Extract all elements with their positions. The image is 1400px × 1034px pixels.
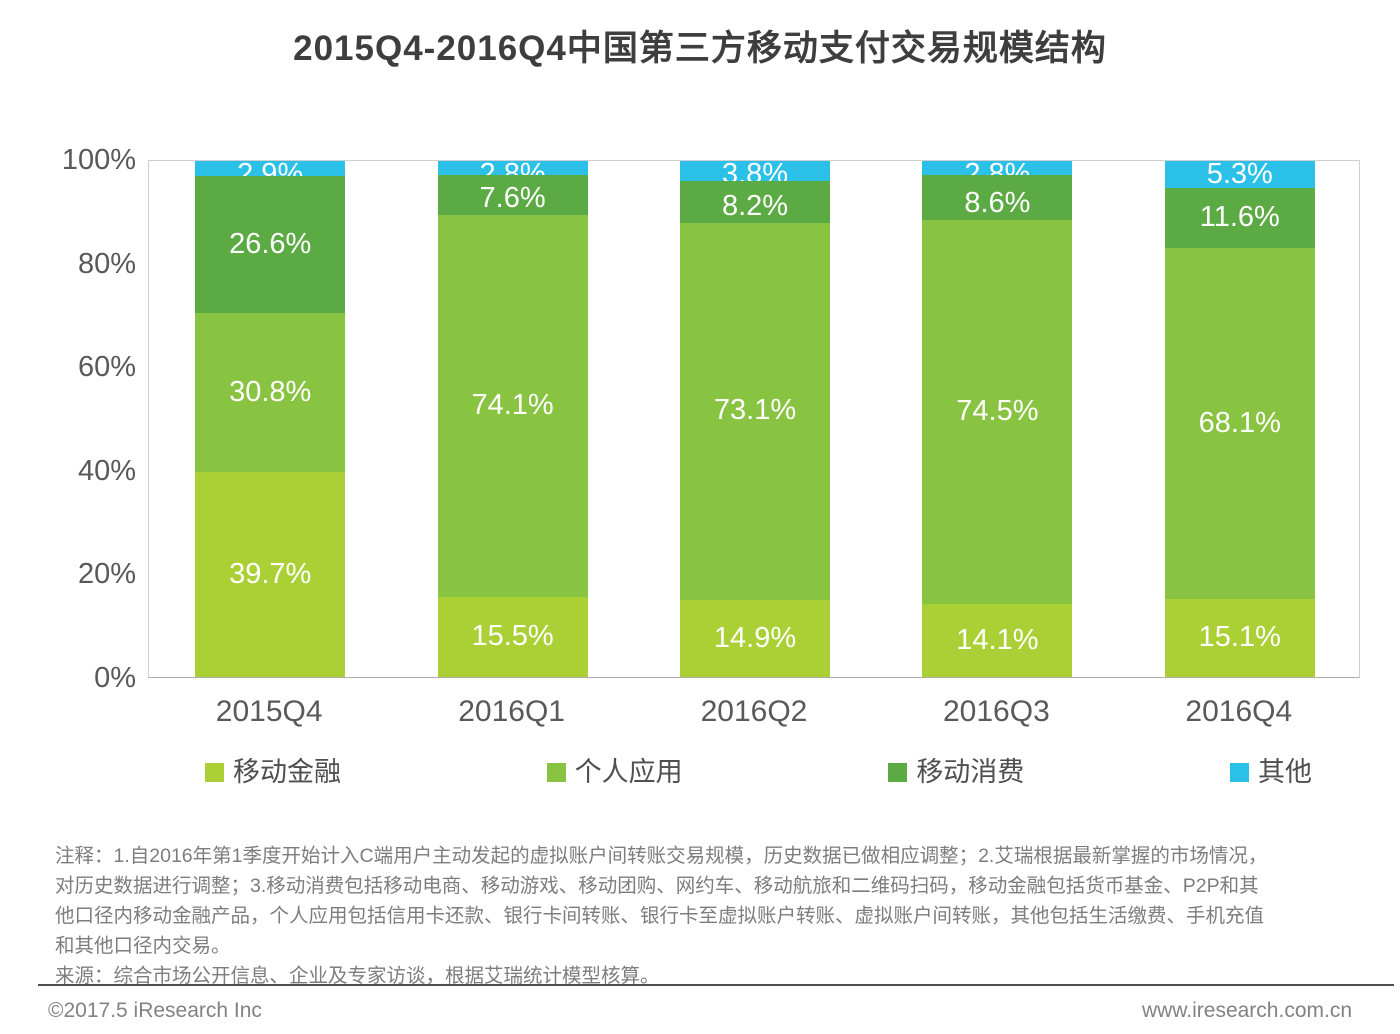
stacked-bar-2016q4: 5.3% 11.6% 68.1% 15.1% bbox=[1164, 158, 1315, 677]
note-line: 注释：1.自2016年第1季度开始计入C端用户主动发起的虚拟账户间转账交易规模，… bbox=[55, 845, 1268, 867]
notes-block: 注释：1.自2016年第1季度开始计入C端用户主动发起的虚拟账户间转账交易规模，… bbox=[55, 841, 1380, 991]
footer-divider bbox=[38, 984, 1394, 986]
legend-label-personal-application: 个人应用 bbox=[574, 757, 683, 787]
legend-swatch-mobile-consumption bbox=[888, 762, 908, 782]
segment-mobile-consumption: 8.2% bbox=[680, 180, 830, 223]
segment-value-label: 74.1% bbox=[471, 388, 554, 421]
segment-others: 5.3% bbox=[1164, 158, 1315, 190]
legend-item-mobile-consumption: 移动消费 bbox=[888, 757, 1024, 787]
legend-item-others: 其他 bbox=[1229, 757, 1312, 787]
segment-others: 3.8% bbox=[680, 159, 830, 190]
note-line: 和其他口径内交易。 bbox=[55, 935, 231, 957]
stacked-bar-2015q4: 2.9% 26.6% 30.8% 39.7% bbox=[195, 159, 346, 677]
footer: ©2017.5 iResearch Inc www.iresearch.com.… bbox=[48, 996, 1352, 1026]
segment-personal-application: 68.1% bbox=[1164, 248, 1315, 600]
legend-item-personal-application: 个人应用 bbox=[546, 757, 683, 787]
segment-value-label: 68.1% bbox=[1198, 406, 1281, 439]
segment-personal-application: 74.5% bbox=[922, 219, 1073, 605]
y-axis-tick-label: 80% bbox=[77, 247, 136, 280]
segment-value-label: 39.7% bbox=[229, 557, 312, 590]
segment-others: 2.8% bbox=[437, 159, 588, 190]
segment-others: 2.9% bbox=[195, 159, 346, 190]
note-line: 对历史数据进行调整；3.移动消费包括移动电商、移动游戏、移动团购、网约车、移动航… bbox=[55, 875, 1259, 897]
segment-mobile-consumption: 7.6% bbox=[437, 175, 588, 215]
segment-value-label: 15.5% bbox=[471, 619, 554, 652]
segment-mobile-finance: 14.1% bbox=[922, 604, 1073, 677]
x-axis: 2015Q4 2016Q1 2016Q2 2016Q3 2016Q4 bbox=[148, 694, 1360, 734]
segment-value-label: 30.8% bbox=[229, 375, 312, 408]
legend-label-mobile-finance: 移动金融 bbox=[233, 757, 341, 787]
legend-label-others: 其他 bbox=[1257, 757, 1312, 787]
chart-title: 2015Q4-2016Q4中国第三方移动支付交易规模结构 bbox=[293, 29, 1107, 68]
stacked-bar-2016q2: 3.8% 8.2% 73.1% 14.9% bbox=[680, 159, 830, 677]
segment-value-label: 8.2% bbox=[721, 189, 789, 222]
legend-swatch-personal-application bbox=[546, 762, 566, 782]
segment-value-label: 14.1% bbox=[956, 623, 1039, 656]
segment-value-label: 5.3% bbox=[1206, 158, 1273, 190]
segment-value-label: 73.1% bbox=[713, 394, 797, 427]
segment-mobile-consumption: 11.6% bbox=[1164, 188, 1315, 249]
segment-mobile-finance: 39.7% bbox=[195, 472, 346, 677]
x-axis-tick-label: 2015Q4 bbox=[215, 695, 323, 728]
segment-value-label: 7.6% bbox=[479, 181, 546, 214]
legend: 移动金融 个人应用 移动消费 其他 bbox=[205, 757, 1312, 787]
legend-label-mobile-consumption: 移动消费 bbox=[916, 757, 1025, 787]
segment-mobile-consumption: 8.6% bbox=[922, 175, 1073, 220]
y-axis-tick-label: 0% bbox=[94, 662, 136, 694]
segment-others: 2.8% bbox=[922, 159, 1073, 190]
legend-item-mobile-finance: 移动金融 bbox=[205, 757, 341, 787]
x-axis-tick-label: 2016Q2 bbox=[700, 695, 808, 728]
stacked-bar-2016q3: 2.8% 8.6% 74.5% 14.1% bbox=[922, 159, 1073, 677]
x-axis-tick-label: 2016Q1 bbox=[458, 695, 565, 728]
segment-value-label: 8.6% bbox=[964, 186, 1031, 219]
segment-mobile-consumption: 26.6% bbox=[195, 175, 346, 314]
segment-value-label: 14.9% bbox=[713, 621, 797, 654]
note-line: 他口径内移动金融产品，个人应用包括信用卡还款、银行卡间转账、银行卡至虚拟账户转账… bbox=[55, 905, 1265, 927]
y-axis-tick-label: 60% bbox=[77, 351, 136, 384]
y-axis-tick-label: 40% bbox=[77, 454, 136, 487]
segment-value-label: 11.6% bbox=[1199, 201, 1280, 234]
footer-copyright: ©2017.5 iResearch Inc bbox=[48, 999, 262, 1022]
y-axis: 100% 80% 60% 40% 20% 0% bbox=[0, 144, 136, 694]
segment-personal-application: 30.8% bbox=[195, 313, 346, 473]
x-axis-tick-label: 2016Q4 bbox=[1185, 695, 1293, 728]
x-axis-tick-label: 2016Q3 bbox=[943, 695, 1050, 728]
source-line: 来源：综合市场公开信息、企业及专家访谈，根据艾瑞统计模型核算。 bbox=[55, 965, 660, 987]
footer-url: www.iresearch.com.cn bbox=[1141, 999, 1352, 1022]
stacked-bar-2016q1: 2.8% 7.6% 74.1% 15.5% bbox=[437, 159, 588, 677]
plot-area: 2.9% 26.6% 30.8% 39.7% 2.8% 7.6% 74.1% 15.5% 3.8… bbox=[148, 158, 1360, 678]
segment-personal-application: 73.1% bbox=[680, 222, 830, 601]
y-axis-tick-label: 100% bbox=[61, 144, 136, 176]
legend-swatch-others bbox=[1229, 762, 1249, 782]
segment-value-label: 15.1% bbox=[1198, 620, 1281, 653]
legend-swatch-mobile-finance bbox=[205, 762, 224, 782]
segment-mobile-finance: 15.1% bbox=[1164, 599, 1315, 677]
segment-value-label: 74.5% bbox=[956, 394, 1039, 427]
y-axis-tick-label: 20% bbox=[77, 558, 136, 591]
segment-personal-application: 74.1% bbox=[437, 214, 588, 597]
segment-value-label: 26.6% bbox=[229, 227, 312, 260]
segment-mobile-finance: 15.5% bbox=[437, 596, 588, 677]
segment-mobile-finance: 14.9% bbox=[680, 600, 830, 677]
